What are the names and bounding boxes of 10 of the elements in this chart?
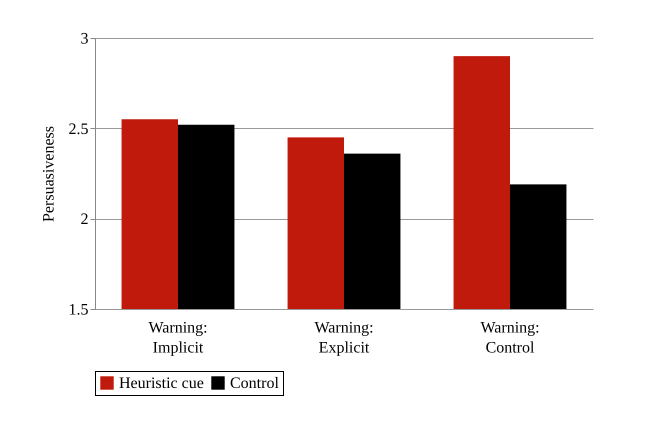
y-tick-label: 3 — [80, 30, 88, 48]
x-tick-label: Warning: Explicit — [314, 320, 374, 356]
y-tick-label: 2.5 — [68, 120, 88, 138]
y-axis-title: Persuasiveness — [40, 126, 58, 222]
x-tick-label: Warning: Implicit — [148, 320, 208, 356]
legend-label: Heuristic cue — [119, 375, 204, 392]
legend-label: Control — [230, 375, 280, 392]
y-tick-label: 1.5 — [68, 302, 88, 318]
y-tick-label: 2 — [80, 211, 88, 228]
x-tick-label: Warning: Control — [480, 320, 540, 356]
